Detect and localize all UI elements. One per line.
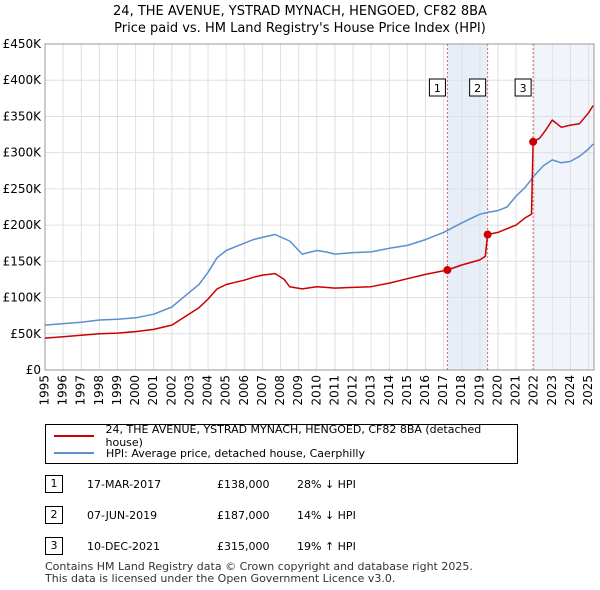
price-chart: £0 £50K £100K £150K £200K £250K £300K £350K £400… xyxy=(3,37,595,406)
sale-point xyxy=(483,230,492,239)
transaction-row: 3 10-DEC-2021 £315,000 19% ↑ HPI xyxy=(45,537,565,557)
x-tick-label: 2010 xyxy=(309,375,323,406)
legend-label-price: 24, THE AVENUE, YSTRAD MYNACH, HENGOED, … xyxy=(105,423,482,449)
y-tick-label: £150K xyxy=(3,254,43,268)
y-tick-label: £200K xyxy=(3,218,43,232)
legend: 24, THE AVENUE, YSTRAD MYNACH, HENGOED, … xyxy=(45,423,518,464)
legend-item-price: 24, THE AVENUE, YSTRAD MYNACH, HENGOED, … xyxy=(54,423,517,449)
sale-marker-box xyxy=(514,78,532,97)
transaction-hpi: 28% ↓ HPI xyxy=(297,478,356,491)
x-tick-label: 2021 xyxy=(509,375,523,406)
x-tick-label: 2015 xyxy=(400,375,414,406)
x-tick-label: 1996 xyxy=(56,375,70,406)
sale-point xyxy=(443,266,452,275)
x-tick-label: 2006 xyxy=(237,375,251,406)
sale-marker-box xyxy=(428,78,446,97)
transaction-date: 17-MAR-2017 xyxy=(87,478,162,491)
x-tick-label: 1995 xyxy=(38,375,52,406)
x-tick-label: 1998 xyxy=(92,375,106,406)
legend-swatch-price xyxy=(54,435,94,437)
transaction-hpi: 19% ↑ HPI xyxy=(297,540,356,553)
x-tick-label: 2000 xyxy=(128,375,142,406)
x-tick-label: 2009 xyxy=(291,375,305,406)
transaction-row: 2 07-JUN-2019 £187,000 14% ↓ HPI xyxy=(45,506,565,526)
y-tick-label: £350K xyxy=(3,109,43,123)
transaction-badge: 2 xyxy=(45,506,63,524)
shaded-band xyxy=(447,44,488,370)
transaction-badge: 3 xyxy=(45,537,63,555)
x-tick-label: 2001 xyxy=(146,375,160,406)
y-tick-label: £50K xyxy=(10,327,42,341)
x-tick-label: 2014 xyxy=(382,375,396,406)
x-tick-label: 2023 xyxy=(545,375,559,406)
x-tick-label: 2019 xyxy=(472,375,486,406)
footer-copyright: Contains HM Land Registry data © Crown c… xyxy=(45,560,473,573)
legend-item-hpi: HPI: Average price, detached house, Caer… xyxy=(54,445,365,461)
x-tick-label: 2004 xyxy=(201,375,215,406)
chart-title: 24, THE AVENUE, YSTRAD MYNACH, HENGOED, … xyxy=(113,4,487,19)
x-tick-label: 2018 xyxy=(454,375,468,406)
y-tick-label: £400K xyxy=(3,73,43,87)
plot-area xyxy=(44,43,595,371)
sale-marker-label: 1 xyxy=(434,82,441,95)
footer: Contains HM Land Registry data © Crown c… xyxy=(45,561,473,585)
x-tick-label: 2017 xyxy=(436,375,450,406)
shaded-band xyxy=(533,44,594,370)
footer-licence: This data is licensed under the Open Gov… xyxy=(45,572,396,585)
sale-point xyxy=(529,137,538,146)
y-tick-label: £300K xyxy=(3,146,43,160)
transaction-price: £187,000 xyxy=(217,509,270,522)
price-paid-line xyxy=(44,105,594,339)
x-tick-label: 2013 xyxy=(364,375,378,406)
transaction-row: 1 17-MAR-2017 £138,000 28% ↓ HPI xyxy=(45,475,565,495)
x-tick-label: 1999 xyxy=(110,375,124,406)
x-tick-label: 2005 xyxy=(219,375,233,406)
transaction-price: £138,000 xyxy=(217,478,270,491)
transaction-badge: 1 xyxy=(45,475,63,493)
legend-swatch-hpi xyxy=(54,452,94,454)
sale-marker-label: 3 xyxy=(520,82,527,95)
y-tick-label: £250K xyxy=(3,182,43,196)
transaction-price: £315,000 xyxy=(217,540,270,553)
legend-label-hpi: HPI: Average price, detached house, Caer… xyxy=(106,446,365,460)
chart-subtitle: Price paid vs. HM Land Registry's House … xyxy=(114,21,486,36)
y-tick-label: £450K xyxy=(3,37,43,51)
x-tick-label: 2007 xyxy=(255,375,269,406)
x-tick-label: 2024 xyxy=(563,375,577,406)
sale-marker-box xyxy=(469,78,487,97)
x-tick-label: 2011 xyxy=(327,375,341,406)
x-tick-label: 2016 xyxy=(418,375,432,406)
transaction-date: 10-DEC-2021 xyxy=(87,540,161,553)
x-tick-label: 2020 xyxy=(490,375,504,406)
x-tick-label: 2008 xyxy=(273,375,287,406)
x-tick-label: 2002 xyxy=(164,375,178,406)
y-tick-label: £0 xyxy=(26,363,41,377)
x-tick-label: 2022 xyxy=(527,375,541,406)
transaction-hpi: 14% ↓ HPI xyxy=(297,509,356,522)
sale-marker-label: 2 xyxy=(474,82,481,95)
x-tick-label: 2003 xyxy=(182,375,196,406)
x-tick-label: 2025 xyxy=(581,375,595,406)
transaction-date: 07-JUN-2019 xyxy=(87,509,158,522)
x-tick-label: 2012 xyxy=(346,375,360,406)
y-tick-label: £100K xyxy=(3,291,43,305)
x-tick-label: 1997 xyxy=(74,375,88,406)
